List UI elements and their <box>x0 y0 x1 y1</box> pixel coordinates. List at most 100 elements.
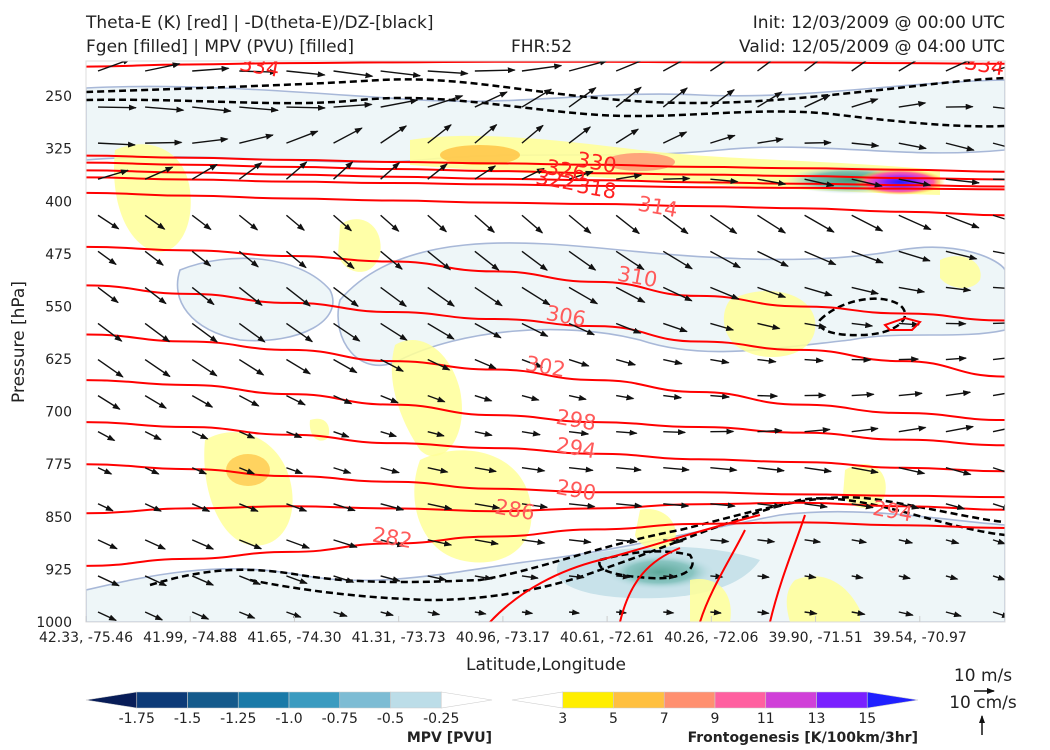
wind-vector <box>615 358 637 366</box>
wind-vector <box>945 611 962 618</box>
y-tick-label: 700 <box>45 405 72 421</box>
wind-vector <box>568 538 592 545</box>
wind-vector <box>286 539 311 549</box>
wind-vector <box>521 574 539 581</box>
wind-vector <box>851 426 879 433</box>
wind-vector <box>945 286 972 293</box>
wind-vector <box>427 124 452 144</box>
wind-vector <box>286 322 314 343</box>
wind-vector <box>380 503 405 511</box>
wind-vector <box>191 358 218 377</box>
wind-vector <box>568 250 597 271</box>
wind-vector <box>333 70 374 79</box>
colorbar-swatch <box>237 691 290 709</box>
wind-vector <box>710 537 730 544</box>
y-tick-label: 325 <box>45 142 72 158</box>
wind-vector <box>615 286 646 303</box>
wind-vector <box>239 467 256 475</box>
wind-vector <box>380 214 400 232</box>
wind-vector <box>521 167 545 180</box>
y-tick-label: 925 <box>45 562 72 578</box>
wind-vector <box>191 431 209 440</box>
colorbar-tick-label: -0.5 <box>377 711 404 727</box>
wind-vector <box>662 87 688 108</box>
wind-vector <box>474 250 500 271</box>
wind-vector <box>97 539 118 550</box>
wind-vector <box>380 70 422 78</box>
wind-vector <box>757 357 777 364</box>
wind-vector <box>757 214 787 234</box>
fgen-region-e <box>414 450 532 563</box>
wind-vector <box>427 467 449 474</box>
wind-vector <box>898 573 911 580</box>
wind-vector <box>851 178 883 188</box>
wind-vector <box>992 503 1005 510</box>
wind-vector <box>662 61 683 72</box>
wind-vector <box>521 250 548 271</box>
wind-vector <box>898 503 920 510</box>
y-axis-label: Pressure [hPa] <box>9 281 29 403</box>
wind-vector <box>945 250 978 261</box>
wind-vector <box>851 538 868 545</box>
wind-vector <box>97 214 120 230</box>
wind-vector <box>145 106 185 113</box>
wind-vector <box>662 131 688 144</box>
wind-vector <box>380 286 407 307</box>
wind-vector <box>333 575 355 583</box>
colorbar-swatch <box>562 691 614 709</box>
fgen-region-f <box>723 291 816 357</box>
wind-vector <box>710 466 738 473</box>
wind-vector <box>521 430 541 437</box>
wind-vector <box>757 466 785 473</box>
vector-key-horizontal-label: 10 m/s <box>954 666 1012 686</box>
wind-vector <box>615 322 642 334</box>
mpv-colorbar-label: MPV [PVU] <box>407 730 492 746</box>
wind-vector <box>238 162 263 180</box>
wind-vector <box>709 61 727 72</box>
wind-vector <box>757 61 773 72</box>
wind-vector <box>97 358 124 378</box>
wind-vector <box>333 322 361 342</box>
wind-vector <box>568 126 592 144</box>
wind-vector <box>286 575 308 585</box>
wind-vector <box>568 466 594 473</box>
wind-vector <box>380 467 400 474</box>
wind-vector <box>380 539 406 548</box>
wind-vector <box>568 394 587 401</box>
wind-vector <box>474 394 493 402</box>
wind-vector <box>239 611 256 619</box>
wind-vector <box>992 214 1005 220</box>
wind-vector <box>616 538 638 545</box>
wind-vector <box>710 250 742 269</box>
wind-vector <box>333 127 363 144</box>
wind-vector <box>568 286 599 305</box>
theta-e-contour-334 <box>86 61 1005 68</box>
wind-vector <box>97 467 113 475</box>
theta-e-label-334: 334 <box>238 51 282 82</box>
x-axis: 42.33, -75.46 41.99, -74.88 41.65, -74.30 4… <box>39 616 967 646</box>
colorbar-swatch <box>511 691 564 709</box>
fgen-upper-max <box>855 169 945 195</box>
wind-vector <box>192 136 229 144</box>
wind-vector <box>474 286 503 307</box>
wind-vector <box>380 125 408 144</box>
wind-vector <box>191 286 215 306</box>
wind-vector <box>898 286 926 294</box>
wind-vector <box>757 178 787 186</box>
wind-vector <box>851 286 880 295</box>
colorbar-swatch <box>85 691 138 709</box>
wind-vector <box>663 502 690 509</box>
wind-vector <box>804 538 822 545</box>
wind-vector <box>239 503 259 512</box>
wind-vector <box>804 503 829 509</box>
wind-vector <box>474 214 495 233</box>
wind-vector <box>662 286 693 302</box>
wind-vector <box>992 574 1005 581</box>
wind-vector <box>286 431 303 439</box>
wind-vector <box>663 609 675 616</box>
colorbar-tick-label: 5 <box>609 711 618 727</box>
wind-vector <box>286 467 304 475</box>
wind-vector <box>144 611 164 621</box>
wind-vector <box>710 178 739 185</box>
wind-vector <box>757 250 789 267</box>
